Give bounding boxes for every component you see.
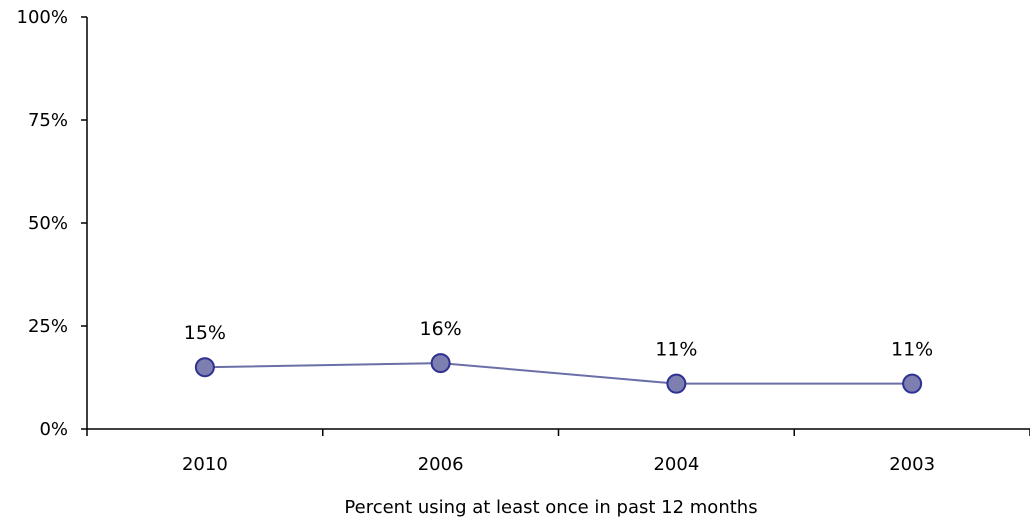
data-label: 16% xyxy=(420,318,462,340)
data-point xyxy=(194,357,215,378)
data-label: 11% xyxy=(655,339,697,361)
data-point xyxy=(666,373,687,394)
y-tick-label: 25% xyxy=(28,316,68,337)
series-line-group xyxy=(194,353,923,394)
data-point xyxy=(902,373,923,394)
data-point xyxy=(430,353,451,374)
y-tick-label: 100% xyxy=(17,7,68,28)
x-axis: 2010 2006 2004 2003 xyxy=(86,428,1030,475)
x-tick-label: 2010 xyxy=(182,454,228,475)
x-axis-title: Percent using at least once in past 12 m… xyxy=(344,497,757,518)
y-axis: 0% 25% 50% 75% 100% xyxy=(17,7,88,440)
data-label: 11% xyxy=(891,339,933,361)
y-tick-label: 75% xyxy=(28,110,68,131)
series-line xyxy=(204,362,913,385)
x-tick-label: 2003 xyxy=(889,454,935,475)
data-labels: 15% 16% 11% 11% xyxy=(184,318,933,361)
data-label: 15% xyxy=(184,322,226,344)
y-tick-label: 50% xyxy=(28,213,68,234)
y-tick-label: 0% xyxy=(39,419,68,440)
x-tick-label: 2006 xyxy=(418,454,464,475)
x-tick-label: 2004 xyxy=(653,454,699,475)
